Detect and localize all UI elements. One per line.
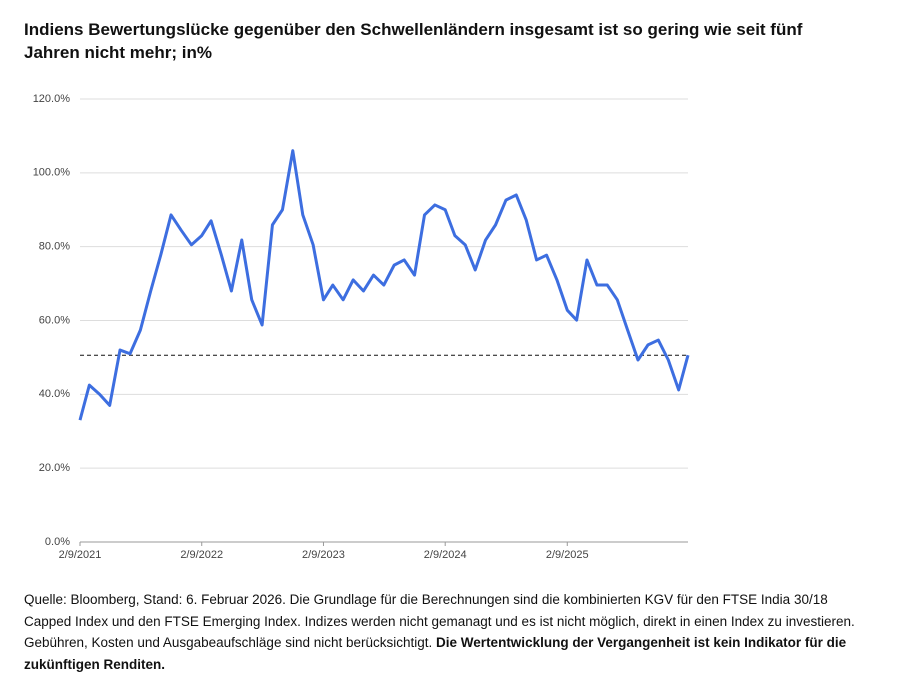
x-tick-label: 2/9/2025	[546, 549, 589, 561]
footnote-bold: Die Wertentwicklung der Vergangenheit is…	[24, 635, 847, 672]
y-tick-label: 0.0%	[45, 536, 70, 548]
y-tick-label: 80.0%	[39, 241, 70, 253]
data-line	[78, 149, 690, 421]
chart-title: Indiens Bewertungslücke gegenüber den Sc…	[24, 20, 803, 62]
y-tick-label: 60.0%	[39, 314, 70, 326]
x-tick-label: 2/9/2023	[302, 549, 345, 561]
footnote-block: Quelle: Bloomberg, Stand: 6. Februar 202…	[24, 589, 874, 675]
x-tick-label: 2/9/2022	[180, 549, 223, 561]
x-tick-label: 2/9/2024	[424, 549, 467, 561]
y-tick-label: 100.0%	[33, 167, 71, 179]
y-tick-label: 20.0%	[39, 462, 70, 474]
y-tick-label: 40.0%	[39, 388, 70, 400]
chart: 0.0% 20.0% 40.0% 60.0% 80.0% 100.0% 120.0% 2/9/…	[33, 93, 690, 561]
x-tick-label: 2/9/2021	[59, 549, 102, 561]
y-tick-label: 120.0%	[33, 93, 71, 105]
footnote: Quelle: Bloomberg, Stand: 6. Februar 202…	[24, 592, 855, 650]
